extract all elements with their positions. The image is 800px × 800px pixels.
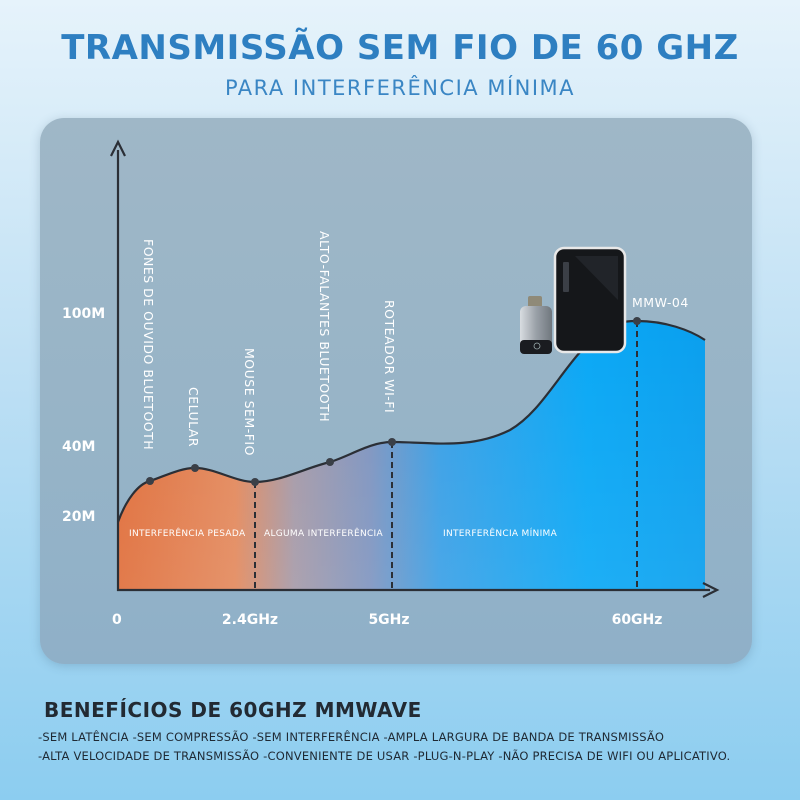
- x-tick-label: 0: [112, 612, 122, 628]
- data-point-speakers: [326, 458, 334, 466]
- benefits-line: -ALTA VELOCIDADE DE TRANSMISSÃO -CONVENI…: [38, 749, 731, 763]
- device-label-headphones: FONES DE OUVIDO BLUETOOTH: [141, 239, 156, 450]
- area-fade: [118, 321, 705, 590]
- x-tick-label: 5GHz: [368, 612, 409, 628]
- y-tick-label: 40M: [62, 439, 95, 455]
- zone-label-some: ALGUMA INTERFERÊNCIA: [264, 527, 384, 539]
- receiver-illustration: [553, 246, 627, 354]
- zone-label-heavy: INTERFERÊNCIA PESADA: [129, 527, 246, 539]
- benefits-title: BENEFÍCIOS DE 60GHZ MMWAVE: [44, 698, 422, 722]
- data-point-headphones: [146, 477, 154, 485]
- zone-label-minimal: INTERFERÊNCIA MÍNIMA: [443, 527, 558, 539]
- data-point-router: [388, 438, 396, 446]
- data-point-mouse: [251, 478, 259, 486]
- x-axis-arrow: [702, 582, 720, 598]
- device-label-speakers: ALTO-FALANTES BLUETOOTH: [317, 231, 332, 422]
- device-label-mouse: MOUSE SEM-FIO: [242, 348, 257, 456]
- benefits-line: -SEM LATÊNCIA -SEM COMPRESSÃO -SEM INTER…: [38, 730, 665, 744]
- page-title: TRANSMISSÃO SEM FIO DE 60 GHZ: [61, 28, 739, 68]
- x-tick-label: 2.4GHz: [222, 612, 278, 628]
- y-axis-arrow: [110, 139, 126, 157]
- device-label-mmw04: MMW-04: [632, 295, 689, 310]
- y-tick-label: 100M: [62, 306, 105, 322]
- page-subtitle: PARA INTERFERÊNCIA MÍNIMA: [224, 76, 576, 100]
- data-point-mmw04: [633, 317, 641, 325]
- device-label-phone: CELULAR: [186, 387, 201, 447]
- data-point-phone: [191, 464, 199, 472]
- y-tick-label: 20M: [62, 509, 95, 525]
- x-tick-label: 60GHz: [612, 612, 663, 628]
- device-label-router: ROTEADOR WI-FI: [382, 300, 397, 413]
- dongle-illustration: [520, 296, 552, 354]
